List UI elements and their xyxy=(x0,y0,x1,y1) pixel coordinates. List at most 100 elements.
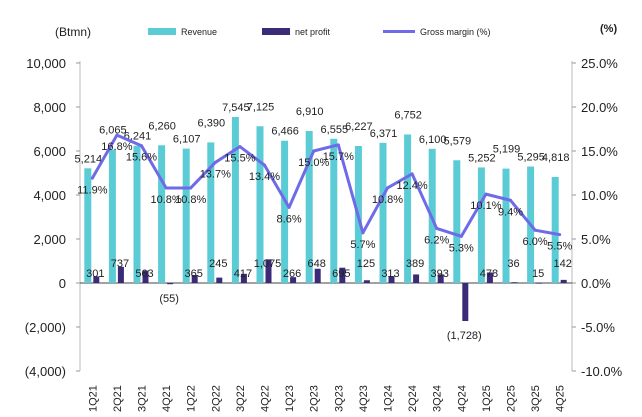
gross-margin-value-label: 15.7% xyxy=(323,151,354,163)
net-profit-value-label: 393 xyxy=(431,268,449,280)
gross-margin-value-label: 6.0% xyxy=(523,236,548,248)
net-profit-bar xyxy=(363,280,370,283)
category-label: 1Q25 xyxy=(481,385,493,412)
gross-margin-point xyxy=(459,234,463,238)
revenue-bar xyxy=(108,149,116,283)
revenue-bar xyxy=(330,138,338,283)
gross-margin-value-label: 9.4% xyxy=(498,206,523,218)
category-label: 1Q22 xyxy=(186,385,198,412)
revenue-value-label: 6,752 xyxy=(394,109,422,121)
revenue-value-label: 5,295 xyxy=(517,152,545,164)
gross-margin-point xyxy=(213,160,217,164)
category-label: 3Q22 xyxy=(235,385,247,412)
revenue-value-label: 6,107 xyxy=(173,134,201,146)
net-profit-bar xyxy=(216,277,223,283)
gross-margin-value-label: 6.2% xyxy=(424,234,449,246)
category-label: 1Q21 xyxy=(87,385,99,412)
gross-margin-point xyxy=(312,149,316,153)
revenue-value-label: 5,579 xyxy=(444,135,472,147)
revenue-bar xyxy=(158,145,166,283)
revenue-bar xyxy=(281,140,289,283)
gross-margin-point xyxy=(115,133,119,137)
revenue-value-label: 6,100 xyxy=(419,134,447,146)
net-profit-value-label: 36 xyxy=(507,258,519,270)
net-profit-value-label: 695 xyxy=(332,268,350,280)
net-profit-bar xyxy=(265,259,272,283)
revenue-bar xyxy=(477,167,485,283)
revenue-value-label: 6,466 xyxy=(271,126,299,138)
category-label: 4Q24 xyxy=(456,385,468,412)
left-unit-label: (Btmn) xyxy=(55,25,91,39)
revenue-bar xyxy=(133,145,141,283)
gross-margin-value-label: 10.8% xyxy=(175,194,206,206)
gross-margin-value-label: 10.8% xyxy=(372,194,403,206)
net-profit-value-label: 15 xyxy=(532,268,544,280)
revenue-bar xyxy=(305,130,313,283)
left-tick-label: 4,000 xyxy=(33,188,66,203)
category-label: 2Q23 xyxy=(309,385,321,412)
net-profit-bar xyxy=(339,267,346,283)
gross-margin-value-label: 13.7% xyxy=(200,168,231,180)
right-tick-label: 15.0% xyxy=(581,144,618,159)
left-tick-label: 8,000 xyxy=(33,100,66,115)
net-profit-bar xyxy=(93,276,100,283)
left-tick-label: 0 xyxy=(59,276,66,291)
left-tick-label: 6,000 xyxy=(33,144,66,159)
gross-margin-point xyxy=(533,228,537,232)
right-tick-label: 25.0% xyxy=(581,56,618,71)
net-profit-bar xyxy=(413,274,420,283)
net-profit-value-label: 478 xyxy=(480,268,498,280)
net-profit-value-label: 245 xyxy=(209,258,227,270)
gross-margin-point xyxy=(410,172,414,176)
right-tick-label: -5.0% xyxy=(581,320,615,335)
right-unit-label: (%) xyxy=(600,23,617,35)
revenue-value-label: 6,260 xyxy=(148,120,176,132)
left-tick-label: 10,000 xyxy=(26,56,66,71)
net-profit-bar xyxy=(167,283,174,285)
net-profit-value-label: 365 xyxy=(185,268,203,280)
net-profit-value-label: 125 xyxy=(357,258,375,270)
gross-margin-value-label: 10.1% xyxy=(470,200,501,212)
legend-label-net-profit: net profit xyxy=(295,27,331,37)
category-label: 4Q21 xyxy=(161,385,173,412)
revenue-bar xyxy=(502,168,510,283)
category-label: 1Q24 xyxy=(383,385,395,412)
gross-margin-value-label: 16.8% xyxy=(101,141,132,153)
gross-margin-line xyxy=(90,133,560,238)
net-profit-bar xyxy=(511,282,518,284)
category-label: 2Q21 xyxy=(112,385,124,412)
legend-swatch-net-profit xyxy=(262,28,290,35)
gross-margin-point xyxy=(164,186,168,190)
gross-margin-point xyxy=(386,186,389,190)
gross-margin-point xyxy=(140,144,143,148)
revenue-value-label: 6,065 xyxy=(99,125,127,137)
revenue-value-label: 4,818 xyxy=(542,152,570,164)
revenue-bar xyxy=(84,168,92,283)
revenue-value-label: 6,227 xyxy=(345,121,373,133)
revenue-bar xyxy=(453,160,461,283)
gross-margin-point xyxy=(287,205,291,209)
gross-margin-point xyxy=(263,163,266,167)
net-profit-bar xyxy=(536,282,543,284)
net-profit-bar xyxy=(290,277,297,283)
gross-margin-value-label: 10.8% xyxy=(150,194,181,206)
right-tick-label: 10.0% xyxy=(581,188,618,203)
revenue-value-label: 5,252 xyxy=(468,152,496,164)
gross-margin-point xyxy=(361,231,365,235)
net-profit-bar xyxy=(437,274,444,283)
gross-margin-value-label: 15.5% xyxy=(224,153,255,165)
left-tick-label: (2,000) xyxy=(25,320,66,335)
net-profit-bar xyxy=(240,273,247,283)
category-label: 2Q22 xyxy=(210,385,222,412)
gross-margin-point xyxy=(238,145,242,149)
net-profit-value-label: 417 xyxy=(234,268,252,280)
net-profit-value-label: 301 xyxy=(86,268,104,280)
net-profit-value-label: (55) xyxy=(159,293,179,305)
category-label: 3Q25 xyxy=(530,385,542,412)
legend-label-revenue: Revenue xyxy=(181,27,217,37)
revenue-value-label: 5,199 xyxy=(493,144,521,156)
net-profit-value-label: 737 xyxy=(111,258,129,270)
category-label: 3Q23 xyxy=(333,385,345,412)
